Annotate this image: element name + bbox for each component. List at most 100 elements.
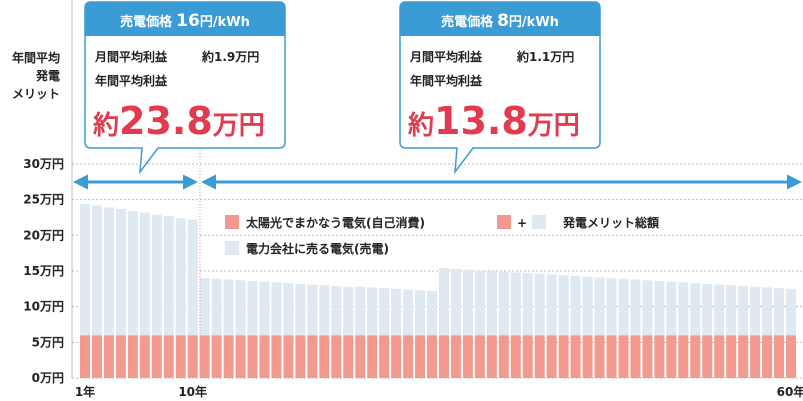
bar-segment [474, 270, 485, 336]
rate-unit: 円/kWh [200, 15, 250, 30]
bar-segment [355, 335, 366, 378]
bar-segment [690, 283, 701, 336]
callout-header [85, 2, 285, 36]
bar-segment [678, 282, 689, 336]
bar-segment [283, 335, 294, 378]
bar-segment [654, 335, 665, 378]
bar-segment [91, 205, 102, 336]
x-tick-label: 1年 [75, 384, 95, 399]
bar-segment [319, 285, 330, 336]
bar-segment [762, 287, 773, 336]
bar-segment [666, 281, 677, 336]
y-tick-label: 10万円 [23, 300, 64, 314]
bar-segment [223, 279, 234, 336]
bar-segment [534, 273, 545, 336]
bar-segment [654, 280, 665, 336]
bar-segment [438, 335, 449, 378]
legend-swatch [225, 215, 239, 229]
bar-segment [427, 335, 438, 378]
header-label: 売電価格 [441, 14, 494, 30]
bar-segment [283, 283, 294, 336]
monthly-value: 約1.9万円 [201, 49, 259, 64]
y-tick-label: 5万円 [32, 335, 64, 349]
rate: 16 [176, 11, 200, 31]
bar-segment [618, 278, 629, 336]
y-axis-title: 発電 [35, 68, 60, 83]
bar-segment [486, 335, 497, 378]
bar-segment [187, 335, 198, 378]
bar-segment [678, 335, 689, 378]
bar-segment [726, 285, 737, 336]
bar-segment [199, 335, 210, 378]
bar-segment [259, 281, 270, 336]
bar-segment [702, 283, 713, 336]
annual-label: 年間平均利益 [410, 73, 483, 88]
bar-segment [534, 335, 545, 378]
bar-segment [379, 288, 390, 336]
bar-segment [558, 335, 569, 378]
bar-segment [103, 207, 114, 336]
bar-segment [786, 288, 796, 336]
bar-segment [546, 274, 557, 336]
x-tick-label: 60年 [777, 384, 803, 399]
bar-segment [271, 282, 282, 336]
bar-segment [175, 335, 186, 378]
legend-swatch [532, 215, 546, 229]
bar-segment [427, 290, 438, 336]
bar-segment [510, 272, 521, 336]
bar-segment [630, 335, 641, 378]
bar-segment [510, 335, 521, 378]
y-tick-label: 25万円 [23, 193, 64, 207]
legend-label: 電力会社に売る電気(売電) [246, 241, 389, 256]
annual-value: 23.8 [119, 99, 213, 143]
annual-unit: 万円 [528, 111, 580, 141]
bar-segment [319, 335, 330, 378]
legend-plus: + [517, 216, 527, 230]
callout-header-text: 売電価格 8円/kWh [441, 11, 559, 31]
bar-segment [91, 335, 102, 378]
bar-segment [151, 335, 162, 378]
bar-segment [415, 290, 426, 336]
bar-segment [474, 335, 485, 378]
bar-segment [391, 335, 402, 378]
callout-header [400, 2, 600, 36]
bar-segment [115, 208, 126, 336]
bar-segment [774, 335, 785, 378]
bar-segment [642, 335, 653, 378]
bar-segment [151, 214, 162, 336]
bar-segment [295, 283, 306, 336]
bar-segment [762, 335, 773, 378]
bar-segment [139, 335, 150, 378]
bar-segment [295, 335, 306, 378]
monthly-label: 月間平均利益 [94, 49, 168, 64]
bar-segment [642, 280, 653, 336]
bar-segment [391, 288, 402, 336]
bar-segment [403, 289, 414, 336]
y-axis-title: メリット [12, 87, 60, 101]
y-tick-label: 20万円 [23, 228, 64, 242]
bar-segment [211, 335, 222, 378]
y-tick-label: 15万円 [23, 264, 64, 278]
bar-segment [211, 278, 222, 336]
annual-label: 年間平均利益 [95, 73, 168, 88]
bar-segment [115, 335, 126, 378]
bar-segment [331, 285, 342, 336]
bar-segment [415, 335, 426, 378]
legend-label: 太陽光でまかなう電気(自己消費) [245, 215, 425, 230]
header-label: 売電価格 [120, 14, 173, 30]
bar-segment [486, 271, 497, 336]
bar-segment [438, 268, 449, 336]
bar-segment [139, 212, 150, 336]
bar-segment [343, 286, 354, 336]
bar-segment [738, 335, 749, 378]
y-tick-label: 0万円 [32, 371, 64, 385]
bar-segment [103, 335, 114, 378]
bar-segment [750, 286, 761, 336]
bar-segment [163, 216, 174, 336]
bar-segment [247, 335, 258, 378]
bar-segment [331, 335, 342, 378]
bar-segment [498, 271, 509, 336]
bar-segment [187, 219, 198, 336]
bar-segment [163, 335, 174, 378]
